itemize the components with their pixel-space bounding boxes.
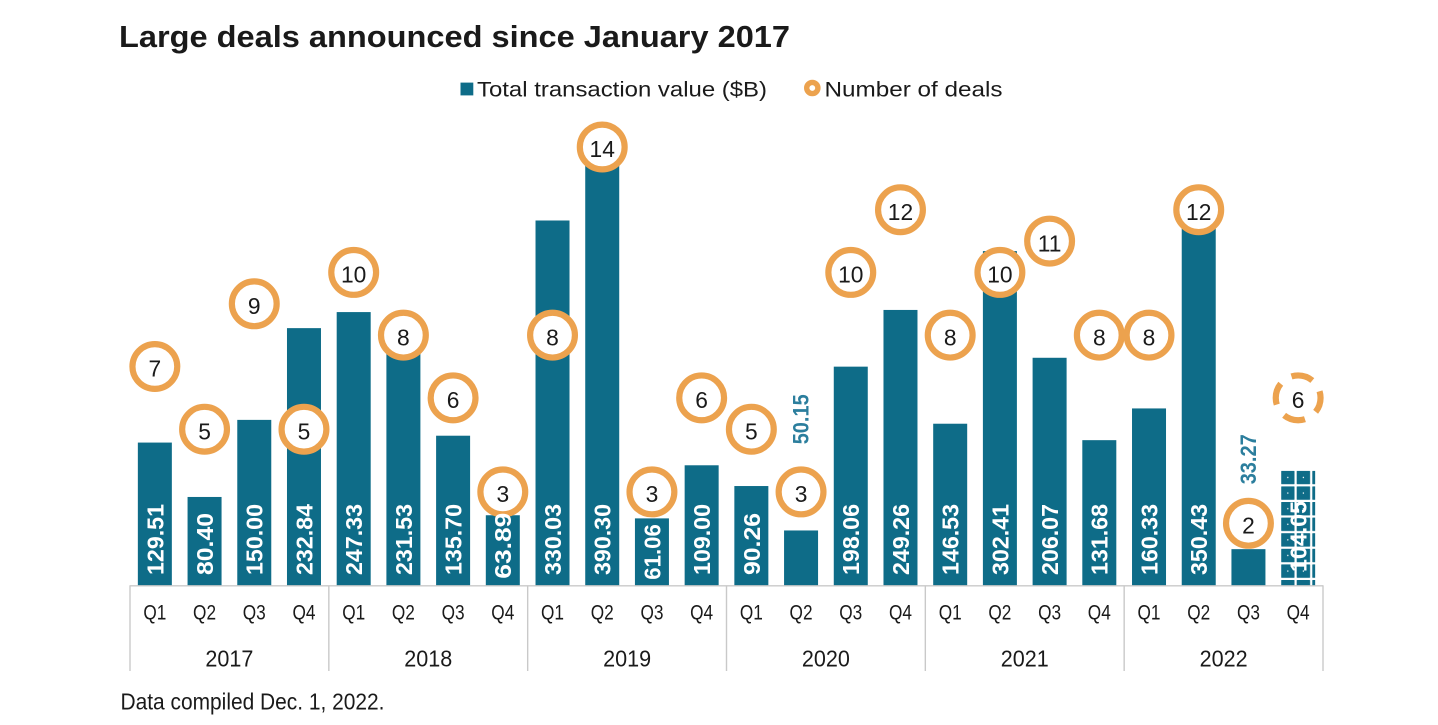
svg-text:6: 6 <box>695 387 708 413</box>
svg-text:330.03: 330.03 <box>540 504 566 575</box>
svg-text:8: 8 <box>1093 324 1106 350</box>
svg-text:350.43: 350.43 <box>1186 504 1212 575</box>
svg-text:131.68: 131.68 <box>1087 504 1113 575</box>
svg-text:Q1: Q1 <box>541 602 564 625</box>
svg-text:Q2: Q2 <box>790 602 813 625</box>
svg-text:5: 5 <box>298 418 311 444</box>
svg-text:10: 10 <box>838 262 863 288</box>
svg-text:Q1: Q1 <box>939 602 962 625</box>
svg-text:6: 6 <box>1292 387 1305 413</box>
svg-text:206.07: 206.07 <box>1037 504 1063 575</box>
svg-text:8: 8 <box>397 324 410 350</box>
svg-text:146.53: 146.53 <box>938 504 964 575</box>
svg-text:135.70: 135.70 <box>441 504 467 575</box>
svg-text:Q2: Q2 <box>988 602 1011 625</box>
svg-text:6: 6 <box>447 387 460 413</box>
svg-text:Q3: Q3 <box>442 602 465 625</box>
svg-text:198.06: 198.06 <box>838 504 864 575</box>
svg-text:Q3: Q3 <box>1038 602 1061 625</box>
svg-text:14: 14 <box>590 136 616 162</box>
svg-text:Q4: Q4 <box>690 602 713 625</box>
svg-text:8: 8 <box>1143 324 1156 350</box>
svg-text:Q2: Q2 <box>1187 602 1210 625</box>
svg-text:3: 3 <box>496 481 509 507</box>
svg-text:2018: 2018 <box>404 646 452 672</box>
svg-text:7: 7 <box>149 356 162 382</box>
svg-text:Data compiled Dec. 1, 2022.: Data compiled Dec. 1, 2022. <box>121 688 385 714</box>
svg-text:2022: 2022 <box>1200 646 1248 672</box>
svg-text:Q1: Q1 <box>740 602 763 625</box>
svg-text:12: 12 <box>888 199 913 225</box>
svg-text:Q1: Q1 <box>1138 602 1161 625</box>
svg-text:8: 8 <box>944 324 957 350</box>
svg-text:Q4: Q4 <box>491 602 514 625</box>
svg-text:104.05: 104.05 <box>1286 501 1312 572</box>
svg-text:232.84: 232.84 <box>291 504 317 575</box>
svg-text:109.00: 109.00 <box>689 504 715 575</box>
svg-text:9: 9 <box>248 293 261 319</box>
svg-text:33.27: 33.27 <box>1236 434 1261 484</box>
svg-text:Q2: Q2 <box>392 602 415 625</box>
svg-text:63.89: 63.89 <box>490 513 516 579</box>
svg-text:Large deals announced since Ja: Large deals announced since January 2017 <box>119 20 790 54</box>
svg-text:8: 8 <box>546 324 559 350</box>
svg-text:10: 10 <box>987 262 1012 288</box>
svg-text:Q4: Q4 <box>292 602 315 625</box>
svg-text:90.26: 90.26 <box>739 513 765 575</box>
svg-text:11: 11 <box>1038 230 1062 256</box>
svg-text:5: 5 <box>198 418 211 444</box>
svg-text:247.33: 247.33 <box>341 504 367 575</box>
svg-text:160.33: 160.33 <box>1136 504 1162 575</box>
svg-text:Q1: Q1 <box>143 602 166 625</box>
svg-text:Q3: Q3 <box>640 602 663 625</box>
svg-text:231.53: 231.53 <box>391 504 417 575</box>
svg-text:Q4: Q4 <box>1088 602 1111 625</box>
svg-text:80.40: 80.40 <box>192 513 218 575</box>
svg-text:Q3: Q3 <box>1237 602 1260 625</box>
svg-text:150.00: 150.00 <box>242 504 268 575</box>
svg-text:Q4: Q4 <box>1287 602 1310 625</box>
svg-text:Q3: Q3 <box>243 602 266 625</box>
svg-text:2020: 2020 <box>802 646 850 672</box>
svg-text:249.26: 249.26 <box>888 504 914 575</box>
svg-text:Q3: Q3 <box>839 602 862 625</box>
svg-text:12: 12 <box>1186 199 1211 225</box>
svg-text:2017: 2017 <box>205 646 253 672</box>
svg-text:Number of deals: Number of deals <box>825 78 1003 101</box>
svg-text:3: 3 <box>646 481 659 507</box>
svg-text:61.06: 61.06 <box>639 524 665 580</box>
svg-text:2021: 2021 <box>1001 646 1049 672</box>
svg-text:3: 3 <box>795 481 808 507</box>
svg-text:Q4: Q4 <box>889 602 912 625</box>
svg-text:50.15: 50.15 <box>789 394 814 444</box>
svg-text:390.30: 390.30 <box>590 504 616 575</box>
svg-text:2: 2 <box>1242 512 1255 538</box>
svg-text:302.41: 302.41 <box>987 504 1013 575</box>
svg-text:129.51: 129.51 <box>142 504 168 575</box>
svg-text:Q1: Q1 <box>342 602 365 625</box>
svg-text:2019: 2019 <box>603 646 651 672</box>
svg-text:10: 10 <box>341 262 366 288</box>
svg-text:5: 5 <box>745 418 758 444</box>
svg-text:Q2: Q2 <box>591 602 614 625</box>
svg-text:Total transaction value ($B): Total transaction value ($B) <box>477 78 767 101</box>
svg-text:Q2: Q2 <box>193 602 216 625</box>
